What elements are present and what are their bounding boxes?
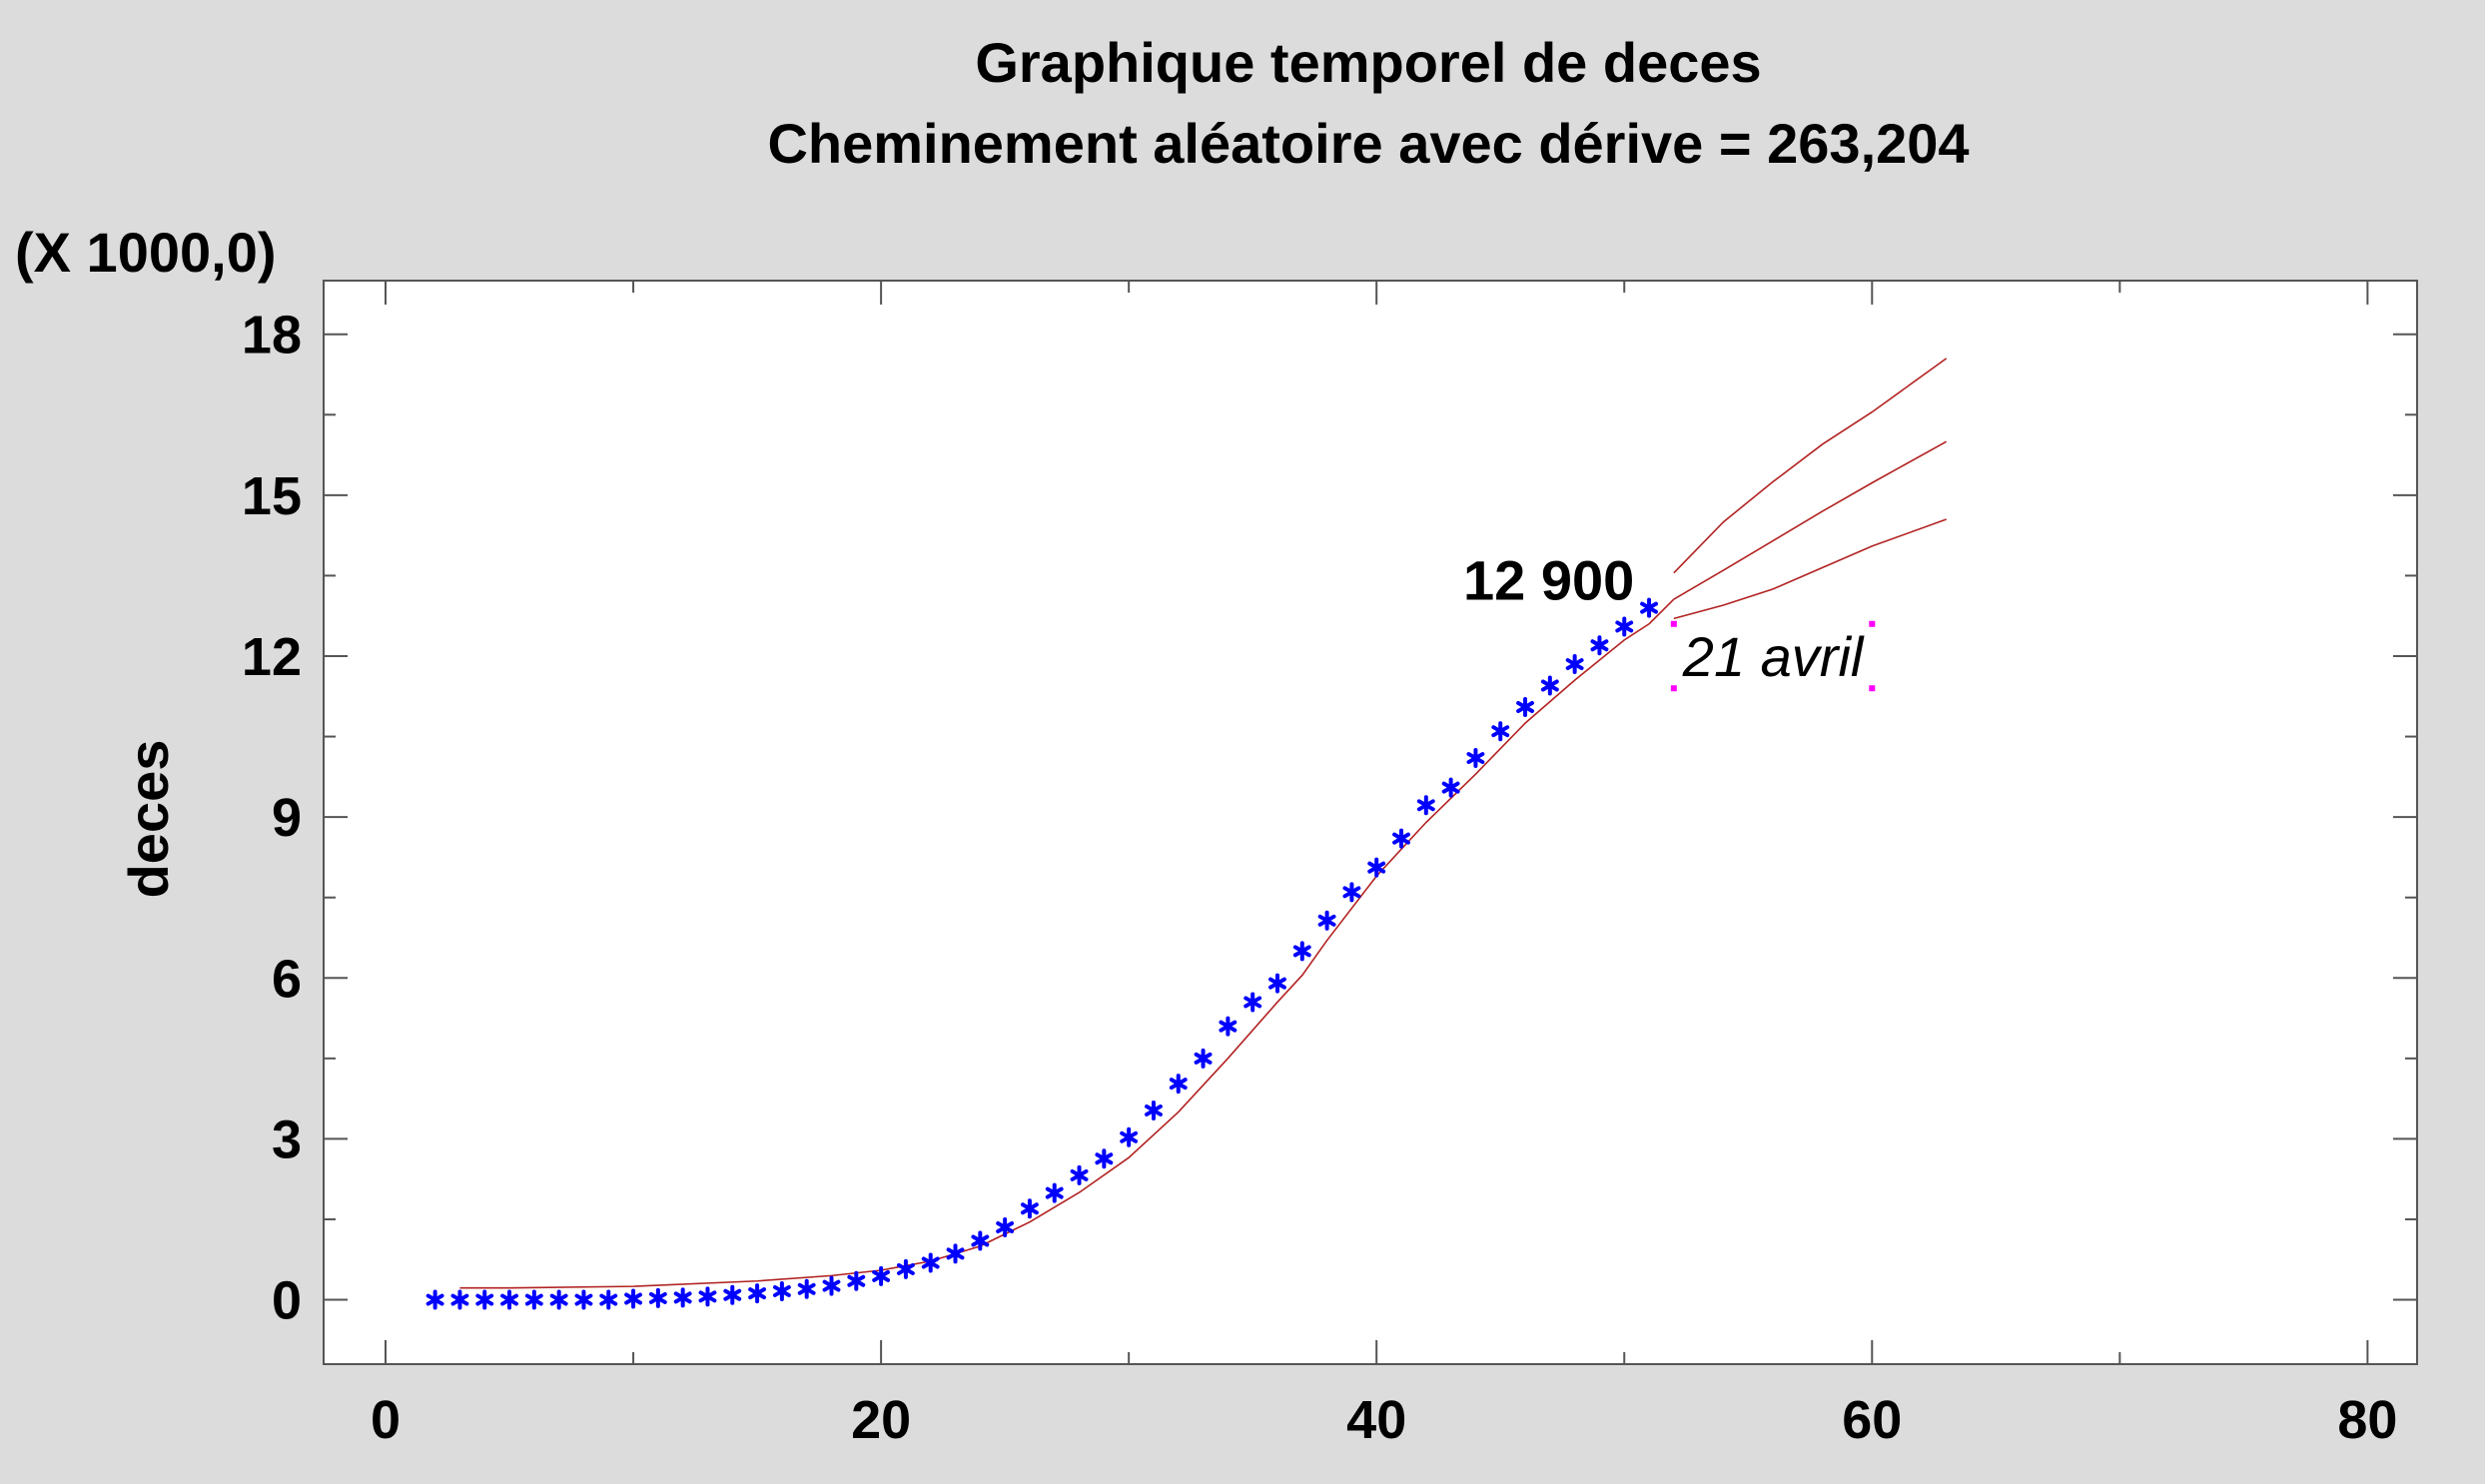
data-point [1243, 992, 1262, 1013]
data-point [648, 1287, 667, 1308]
data-point [1615, 616, 1634, 637]
y-axis-label: deces [117, 740, 180, 899]
data-point [450, 1289, 469, 1310]
x-tick-label: 80 [2337, 1390, 2397, 1450]
data-point [772, 1280, 791, 1301]
plot-area [323, 280, 2418, 1365]
data-point [847, 1270, 866, 1291]
annotation-layer: 12 900 21 avril [1463, 549, 1876, 692]
chart-subtitle: Cheminement aléatoire avec dérive = 263,… [767, 112, 1969, 175]
data-point [673, 1287, 692, 1308]
data-point [1590, 635, 1609, 656]
data-point [921, 1252, 940, 1273]
data-point [1565, 654, 1584, 675]
x-tick-label: 0 [371, 1390, 401, 1450]
data-point [872, 1265, 891, 1286]
annotation-box-corner [1670, 620, 1677, 627]
data-point [822, 1275, 841, 1296]
data-point [1392, 828, 1410, 849]
data-point [1095, 1148, 1114, 1169]
forecast-center-line [1673, 440, 1948, 600]
data-point [1021, 1198, 1039, 1219]
data-point [1540, 675, 1559, 696]
data-point [425, 1289, 444, 1310]
data-point [1120, 1126, 1139, 1147]
y-tick-label: 18 [242, 306, 302, 366]
data-point [971, 1230, 990, 1251]
y-tick-label: 6 [272, 949, 302, 1009]
x-tick-label: 20 [851, 1390, 911, 1450]
chart-title: Graphique temporel de deces [975, 31, 1761, 94]
data-point [1342, 882, 1361, 903]
data-point [1219, 1016, 1238, 1037]
data-point [1441, 777, 1460, 798]
data-point [599, 1289, 618, 1310]
data-point [698, 1286, 717, 1307]
annotation-date: 21 avril [1682, 625, 1865, 688]
data-point [1491, 721, 1510, 742]
data-point [1169, 1074, 1188, 1095]
forecast-connector [1648, 598, 1675, 625]
data-point [524, 1289, 543, 1310]
data-point [1640, 597, 1658, 618]
data-point [1317, 910, 1336, 931]
y-tick-label: 3 [272, 1110, 302, 1169]
x-tick-label: 40 [1346, 1390, 1406, 1450]
annotation-box-corner [1869, 685, 1876, 692]
y-tick-label: 12 [242, 627, 302, 687]
data-point [1045, 1182, 1064, 1203]
y-tick-label: 15 [242, 466, 302, 526]
data-point [500, 1289, 518, 1310]
forecast-upper-line [1673, 358, 1948, 574]
data-point [1367, 857, 1386, 878]
series-layer [425, 358, 1948, 1310]
data-point [1070, 1164, 1089, 1185]
y-tick-label: 0 [272, 1271, 302, 1331]
data-point [797, 1278, 816, 1299]
data-point [574, 1289, 593, 1310]
data-point [748, 1283, 767, 1304]
data-point [1416, 795, 1435, 816]
data-point [624, 1288, 642, 1309]
annotation-last-value: 12 900 [1463, 549, 1634, 612]
data-point [996, 1217, 1015, 1238]
data-point [723, 1284, 742, 1305]
data-point [1145, 1100, 1163, 1120]
data-point [1292, 941, 1311, 962]
axes-layer: 0 20 40 60 80 0 3 6 9 12 15 18 [242, 281, 2417, 1450]
y-multiplier-label: (X 1000,0) [15, 221, 277, 284]
data-point [1268, 973, 1286, 994]
forecast-lower-line [1673, 518, 1947, 620]
annotation-box-corner [1869, 620, 1876, 627]
data-point [1466, 748, 1485, 769]
annotation-box-corner [1670, 685, 1677, 692]
data-point [1194, 1048, 1213, 1069]
data-point [475, 1289, 494, 1310]
data-point [896, 1258, 915, 1279]
y-tick-label: 9 [272, 788, 302, 848]
x-tick-label: 60 [1842, 1390, 1902, 1450]
data-point [946, 1243, 965, 1264]
fitted-line [459, 623, 1650, 1289]
data-point [549, 1289, 568, 1310]
data-point [1516, 697, 1534, 718]
